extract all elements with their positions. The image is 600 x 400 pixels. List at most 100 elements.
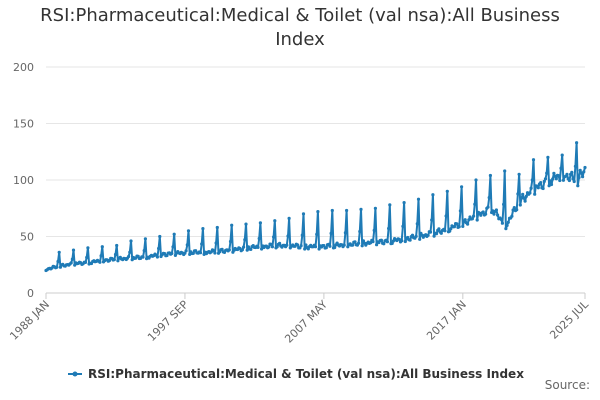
data-point[interactable] — [316, 210, 320, 214]
data-point[interactable] — [426, 233, 430, 237]
legend[interactable]: RSI:Pharmaceutical:Medical & Toilet (val… — [68, 367, 524, 381]
data-point[interactable] — [360, 244, 364, 248]
data-point[interactable] — [313, 245, 318, 249]
data-point[interactable] — [55, 265, 59, 269]
data-point[interactable] — [561, 178, 566, 182]
data-point[interactable] — [260, 247, 264, 251]
data-point[interactable] — [165, 253, 169, 258]
data-point[interactable] — [531, 158, 536, 162]
data-point[interactable] — [70, 257, 74, 261]
data-point[interactable] — [575, 141, 579, 145]
data-point[interactable] — [530, 178, 534, 182]
data-point[interactable] — [400, 239, 404, 243]
data-point[interactable] — [249, 247, 253, 251]
data-point[interactable] — [410, 233, 415, 237]
data-point[interactable] — [388, 203, 392, 207]
data-point[interactable] — [439, 231, 443, 235]
data-point[interactable] — [141, 255, 145, 259]
data-point[interactable] — [127, 254, 131, 259]
data-point[interactable] — [473, 202, 477, 206]
data-point[interactable] — [242, 245, 246, 249]
data-point[interactable] — [414, 234, 418, 238]
data-point[interactable] — [245, 248, 249, 252]
data-point[interactable] — [560, 153, 564, 157]
data-point[interactable] — [113, 252, 118, 257]
data-point[interactable] — [583, 165, 587, 170]
data-point[interactable] — [270, 245, 274, 249]
data-point[interactable] — [543, 177, 548, 181]
data-point[interactable] — [300, 233, 304, 237]
data-point[interactable] — [461, 224, 465, 228]
data-point[interactable] — [240, 248, 244, 252]
data-point[interactable] — [510, 214, 514, 218]
data-point[interactable] — [533, 192, 537, 196]
data-point[interactable] — [272, 235, 276, 239]
data-point[interactable] — [358, 229, 362, 234]
data-point[interactable] — [188, 252, 192, 256]
data-point[interactable] — [155, 255, 159, 259]
data-point[interactable] — [431, 193, 435, 197]
data-point[interactable] — [474, 178, 478, 182]
data-point[interactable] — [567, 178, 572, 183]
data-point[interactable] — [258, 221, 262, 225]
data-point[interactable] — [170, 251, 174, 256]
data-point[interactable] — [437, 227, 441, 231]
data-point[interactable] — [256, 245, 260, 249]
data-point[interactable] — [304, 243, 308, 247]
data-point[interactable] — [324, 246, 328, 250]
data-point[interactable] — [157, 246, 161, 251]
data-point[interactable] — [143, 237, 147, 241]
data-point[interactable] — [572, 179, 576, 184]
data-point[interactable] — [315, 232, 319, 236]
data-point[interactable] — [505, 223, 509, 227]
data-point[interactable] — [551, 177, 555, 181]
data-point[interactable] — [333, 245, 337, 250]
data-point[interactable] — [503, 169, 507, 173]
data-point[interactable] — [484, 212, 488, 216]
data-point[interactable] — [351, 243, 355, 247]
data-point[interactable] — [472, 214, 476, 218]
data-point[interactable] — [443, 229, 447, 233]
data-point[interactable] — [200, 242, 204, 246]
data-point[interactable] — [228, 239, 233, 244]
data-point[interactable] — [522, 196, 526, 200]
data-point[interactable] — [403, 239, 407, 244]
data-point[interactable] — [492, 212, 496, 216]
data-point[interactable] — [361, 239, 365, 243]
data-point[interactable] — [98, 260, 102, 264]
data-point[interactable] — [536, 186, 540, 190]
data-point[interactable] — [524, 194, 528, 198]
data-point[interactable] — [385, 240, 389, 244]
data-point[interactable] — [372, 228, 376, 232]
data-point[interactable] — [342, 243, 346, 247]
data-point[interactable] — [434, 232, 439, 236]
data-point[interactable] — [295, 243, 300, 247]
data-point[interactable] — [519, 196, 524, 200]
data-point[interactable] — [552, 171, 556, 175]
data-point[interactable] — [570, 170, 574, 174]
data-point[interactable] — [445, 189, 449, 193]
data-point[interactable] — [528, 191, 532, 195]
data-point[interactable] — [481, 210, 485, 214]
data-point[interactable] — [558, 178, 562, 183]
data-point[interactable] — [559, 166, 563, 170]
data-point[interactable] — [359, 207, 363, 211]
data-point[interactable] — [449, 227, 453, 231]
data-point[interactable] — [578, 168, 582, 172]
data-point[interactable] — [463, 218, 467, 222]
data-point[interactable] — [343, 231, 347, 235]
data-point[interactable] — [183, 251, 187, 255]
data-point[interactable] — [579, 171, 584, 175]
data-point[interactable] — [486, 205, 490, 209]
data-point[interactable] — [502, 202, 506, 206]
data-point[interactable] — [408, 238, 412, 242]
data-point[interactable] — [172, 232, 176, 236]
data-point[interactable] — [521, 192, 525, 196]
data-point[interactable] — [512, 206, 516, 210]
data-point[interactable] — [518, 203, 522, 207]
data-point[interactable] — [198, 251, 203, 255]
data-point[interactable] — [83, 260, 88, 264]
data-point[interactable] — [158, 234, 162, 239]
data-point[interactable] — [86, 246, 90, 250]
data-point[interactable] — [487, 196, 491, 200]
